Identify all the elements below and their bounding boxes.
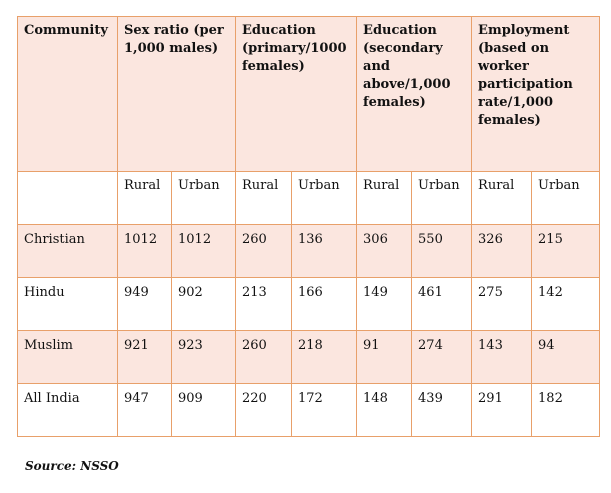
value-cell: 439 (411, 383, 473, 437)
subheader-cell: Urban (531, 171, 601, 225)
value-cell: 166 (291, 277, 358, 331)
table-row: Hindu 949 902 213 166 149 461 275 142 (17, 277, 601, 331)
subheader-cell: Rural (235, 171, 293, 225)
header-sex-ratio: Sex ratio (per 1,000 males) (116, 16, 237, 172)
table-subheader-row: Rural Urban Rural Urban Rural Urban Rura… (17, 171, 601, 225)
value-cell: 91 (356, 330, 413, 384)
value-cell: 902 (170, 277, 237, 331)
community-cell: All India (17, 383, 118, 437)
value-cell: 909 (170, 383, 237, 437)
value-cell: 136 (291, 224, 358, 278)
header-community: Community (17, 16, 118, 172)
value-cell: 182 (531, 383, 601, 437)
community-cell: Hindu (17, 277, 118, 331)
community-stats-table: Community Sex ratio (per 1,000 males) Ed… (17, 16, 601, 437)
value-cell: 291 (471, 383, 533, 437)
value-cell: 142 (531, 277, 601, 331)
subheader-blank (17, 171, 118, 225)
value-cell: 1012 (170, 224, 237, 278)
community-cell: Muslim (17, 330, 118, 384)
subheader-cell: Urban (170, 171, 237, 225)
header-education-primary: Education (primary/1000 females) (235, 16, 358, 172)
subheader-cell: Rural (117, 171, 172, 225)
value-cell: 94 (531, 330, 601, 384)
value-cell: 172 (291, 383, 358, 437)
value-cell: 149 (356, 277, 413, 331)
value-cell: 326 (471, 224, 533, 278)
value-cell: 947 (117, 383, 172, 437)
table-row: Christian 1012 1012 260 136 306 550 326 … (17, 224, 601, 278)
value-cell: 143 (471, 330, 533, 384)
table-row: Muslim 921 923 260 218 91 274 143 94 (17, 330, 601, 384)
value-cell: 274 (411, 330, 473, 384)
value-cell: 461 (411, 277, 473, 331)
value-cell: 220 (235, 383, 293, 437)
subheader-cell: Rural (471, 171, 533, 225)
value-cell: 260 (235, 224, 293, 278)
subheader-cell: Urban (291, 171, 358, 225)
header-employment: Employment (based on worker participatio… (471, 16, 601, 172)
value-cell: 218 (291, 330, 358, 384)
value-cell: 275 (471, 277, 533, 331)
value-cell: 949 (117, 277, 172, 331)
community-cell: Christian (17, 224, 118, 278)
table-header-row: Community Sex ratio (per 1,000 males) Ed… (17, 16, 601, 172)
value-cell: 921 (117, 330, 172, 384)
source-note: Source: NSSO (25, 459, 119, 473)
value-cell: 260 (235, 330, 293, 384)
subheader-cell: Rural (356, 171, 413, 225)
value-cell: 148 (356, 383, 413, 437)
value-cell: 306 (356, 224, 413, 278)
value-cell: 213 (235, 277, 293, 331)
value-cell: 550 (411, 224, 473, 278)
value-cell: 1012 (117, 224, 172, 278)
value-cell: 923 (170, 330, 237, 384)
subheader-cell: Urban (411, 171, 473, 225)
table-row: All India 947 909 220 172 148 439 291 18… (17, 383, 601, 437)
header-education-secondary: Education (secondary and above/1,000 fem… (356, 16, 473, 172)
value-cell: 215 (531, 224, 601, 278)
